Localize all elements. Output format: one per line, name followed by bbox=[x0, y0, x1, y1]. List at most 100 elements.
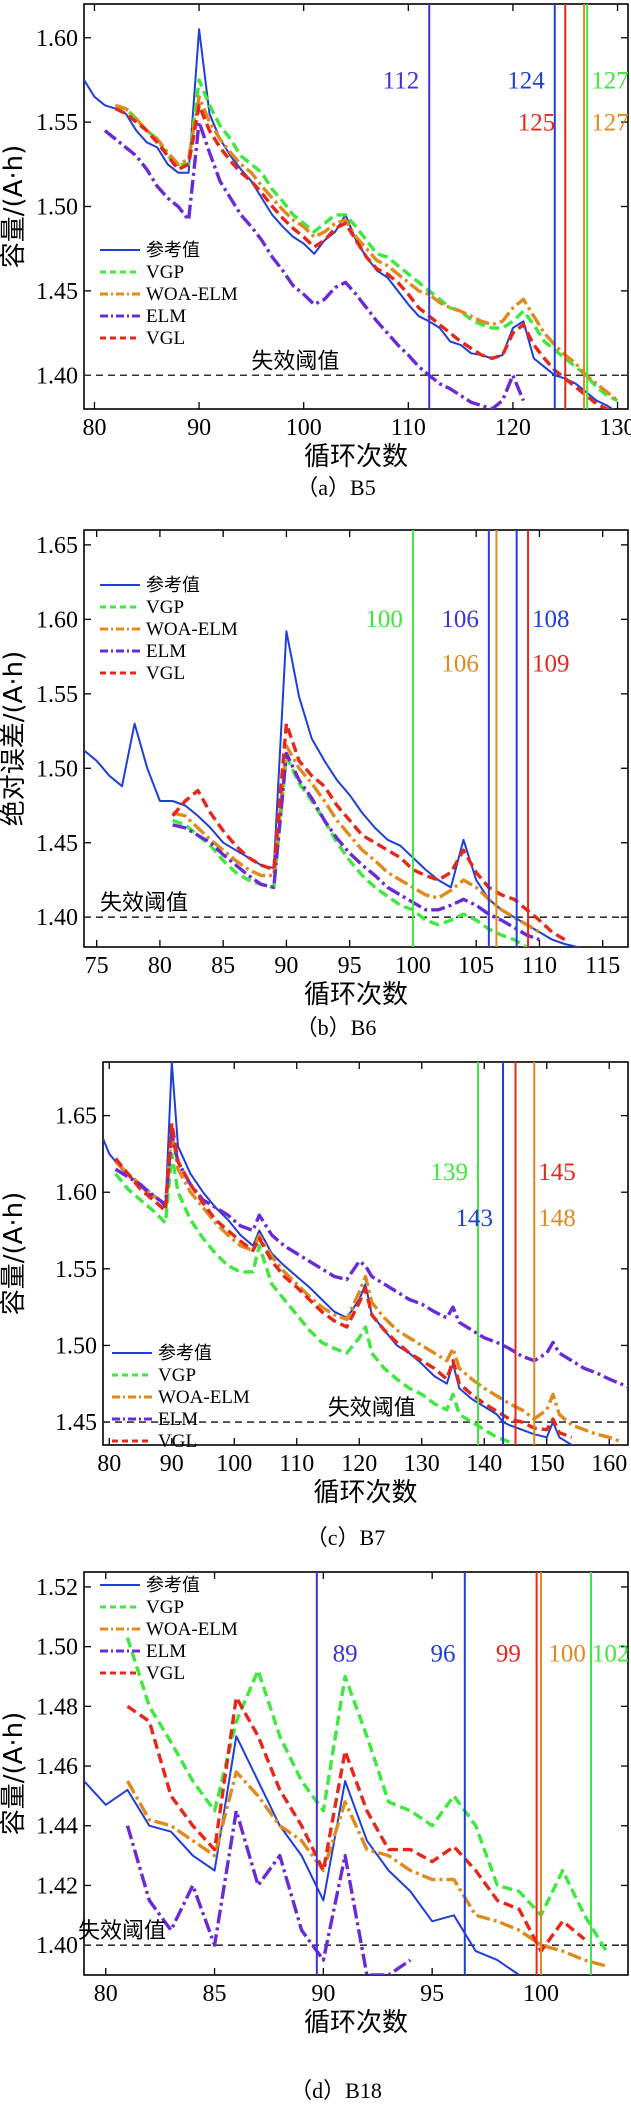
eol-annotation: 96 bbox=[431, 1641, 456, 1668]
eol-annotation: 148 bbox=[538, 1205, 576, 1232]
series-line-ELM bbox=[103, 120, 525, 409]
x-tick-label: 95 bbox=[420, 1981, 444, 2007]
plot-frame bbox=[102, 1061, 629, 1446]
legend-label: VGL bbox=[146, 1663, 185, 1684]
x-tick-label: 130 bbox=[404, 1451, 440, 1477]
x-tick-label: 90 bbox=[160, 1451, 184, 1477]
x-tick-label: 160 bbox=[591, 1451, 627, 1477]
x-tick-label: 120 bbox=[495, 415, 531, 441]
x-tick-label: 110 bbox=[391, 415, 426, 441]
y-tick-label: 1.45 bbox=[36, 279, 78, 305]
panel-caption: （d）B18 bbox=[290, 2078, 382, 2103]
threshold-label: 失效阈值 bbox=[100, 891, 188, 916]
plot-area bbox=[84, 4, 628, 409]
chart-panel-4: 80 85 90 95 100 1.40 1.42 1.44 1.46 1.48 1.50 1.52 循… bbox=[0, 1571, 630, 2103]
series-line-WOA-ELM bbox=[114, 95, 619, 402]
series-line-ELM bbox=[114, 1132, 628, 1389]
x-tick-label: 100 bbox=[216, 1451, 252, 1477]
eol-annotation: 100 bbox=[548, 1641, 586, 1668]
chart-panel-1: 80 90 100 110 120 130 1.40 1.45 1.50 1.55 1.60 循环次数… bbox=[0, 3, 631, 500]
y-tick-label: 1.45 bbox=[36, 831, 78, 857]
legend-label: ELM bbox=[146, 1641, 186, 1662]
plot-frame bbox=[83, 529, 629, 948]
chart-panel-3: 80 90 100 110 120 130 140 150 160 1.45 1.50 1.55 1.6… bbox=[0, 1061, 629, 1550]
y-tick-label: 1.60 bbox=[55, 1180, 97, 1206]
series-line-ELM bbox=[172, 751, 540, 942]
x-tick-label: 140 bbox=[466, 1451, 502, 1477]
series-line-VGP bbox=[125, 1637, 608, 1952]
y-tick-label: 1.65 bbox=[55, 1104, 97, 1130]
y-axis-title: 容量/(A·h) bbox=[0, 145, 29, 269]
y-tick-label: 1.60 bbox=[36, 26, 78, 52]
eol-annotation: 106 bbox=[441, 650, 479, 677]
x-tick-label: 95 bbox=[338, 953, 362, 979]
x-tick-label: 90 bbox=[187, 415, 211, 441]
plot-frame bbox=[83, 1571, 629, 1976]
x-tick-label: 110 bbox=[279, 1451, 314, 1477]
plot-area bbox=[84, 530, 628, 947]
legend-label: VGP bbox=[146, 1597, 184, 1618]
series-line-VGL bbox=[114, 1121, 573, 1439]
y-tick-label: 1.50 bbox=[36, 195, 78, 221]
eol-annotation: 108 bbox=[532, 606, 570, 633]
y-tick-label: 1.55 bbox=[36, 110, 78, 136]
legend-label: ELM bbox=[146, 641, 186, 662]
legend-label: VGL bbox=[146, 663, 185, 684]
eol-annotation: 106 bbox=[441, 606, 479, 633]
x-tick-label: 80 bbox=[97, 1451, 121, 1477]
y-tick-label: 1.40 bbox=[36, 905, 78, 931]
x-tick-label: 80 bbox=[148, 953, 172, 979]
legend-label: WOA-ELM bbox=[146, 284, 238, 305]
y-tick-label: 1.50 bbox=[55, 1333, 97, 1359]
panel-caption: （b）B6 bbox=[296, 1015, 377, 1040]
legend-label: WOA-ELM bbox=[146, 1619, 238, 1640]
x-tick-label: 90 bbox=[311, 1981, 335, 2007]
eol-annotation: 143 bbox=[456, 1205, 494, 1232]
eol-annotation: 89 bbox=[333, 1641, 358, 1668]
eol-annotation: 102 bbox=[592, 1641, 630, 1668]
threshold-label: 失效阈值 bbox=[78, 1919, 166, 1944]
legend-label: 参考值 bbox=[146, 240, 200, 261]
legend-label: VGL bbox=[158, 1431, 197, 1452]
x-tick-label: 80 bbox=[82, 415, 106, 441]
x-tick-label: 115 bbox=[585, 953, 620, 979]
y-tick-label: 1.50 bbox=[36, 756, 78, 782]
series-line-VGL bbox=[126, 1695, 586, 1953]
series-line-ELM bbox=[125, 1809, 412, 1975]
legend-label: VGP bbox=[158, 1365, 196, 1386]
legend-label: VGP bbox=[146, 262, 184, 283]
y-tick-label: 1.52 bbox=[36, 1575, 78, 1601]
y-tick-label: 1.45 bbox=[55, 1410, 97, 1436]
y-tick-label: 1.55 bbox=[55, 1257, 97, 1283]
x-axis-title: 循环次数 bbox=[304, 980, 408, 1010]
threshold-label: 失效阈值 bbox=[328, 1396, 416, 1421]
y-tick-label: 1.46 bbox=[36, 1754, 78, 1780]
eol-annotation: 112 bbox=[383, 67, 420, 94]
x-tick-label: 80 bbox=[94, 1981, 118, 2007]
y-axis-title: 绝对误差/(A·h) bbox=[0, 651, 29, 827]
panel-caption: （c）B7 bbox=[306, 1525, 385, 1550]
x-tick-label: 120 bbox=[341, 1451, 377, 1477]
series-line-参考值 bbox=[84, 28, 615, 409]
x-tick-label: 90 bbox=[274, 953, 298, 979]
series-line-VGP bbox=[172, 754, 528, 947]
eol-annotation: 127 bbox=[591, 67, 629, 94]
y-tick-label: 1.48 bbox=[36, 1694, 78, 1720]
x-axis-title: 循环次数 bbox=[304, 2008, 408, 2038]
legend-label: 参考值 bbox=[158, 1343, 212, 1364]
series-line-参考值 bbox=[84, 1735, 520, 1975]
legend-label: WOA-ELM bbox=[146, 619, 238, 640]
series-line-VGP bbox=[114, 1152, 510, 1444]
y-axis-title: 容量/(A·h) bbox=[0, 1712, 29, 1836]
legend-label: ELM bbox=[158, 1409, 198, 1430]
eol-annotation: 99 bbox=[496, 1641, 521, 1668]
x-tick-label: 85 bbox=[203, 1981, 227, 2007]
y-axis-title: 容量/(A·h) bbox=[0, 1192, 29, 1316]
series-line-WOA-ELM bbox=[114, 1129, 623, 1444]
eol-annotation: 109 bbox=[532, 650, 570, 677]
series-line-VGL bbox=[171, 721, 566, 942]
x-tick-label: 150 bbox=[529, 1451, 565, 1477]
